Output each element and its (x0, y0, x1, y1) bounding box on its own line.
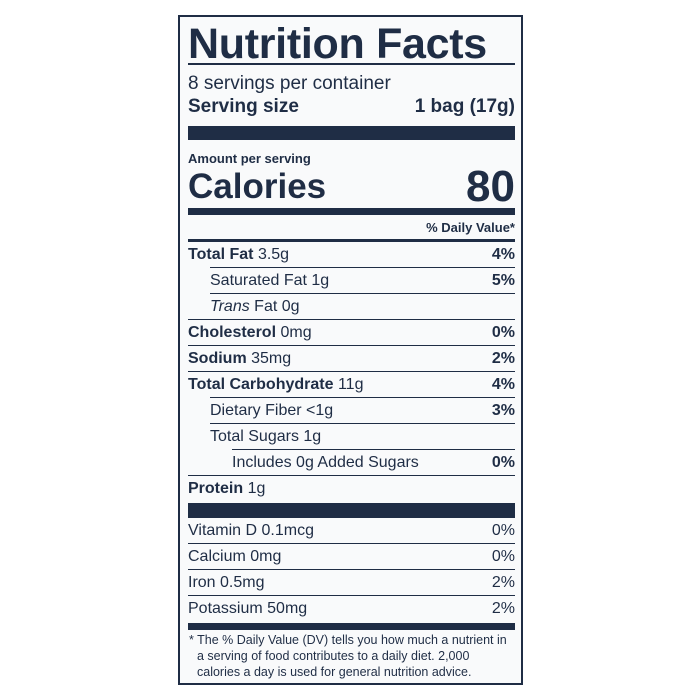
medium-divider (188, 208, 515, 215)
vitamin-row-potassium: Potassium 50mg 2% (188, 596, 515, 621)
nutrient-name: Trans (210, 297, 250, 315)
nutrient-name: Total Carbohydrate (188, 375, 334, 393)
medium-divider (188, 623, 515, 630)
nutrient-name: Total Fat (188, 245, 254, 263)
thick-divider (188, 503, 515, 518)
divider (188, 63, 515, 65)
calories-label: Calories (188, 167, 327, 206)
nutrient-amount: 0mg (280, 323, 312, 341)
nutrient-name: Includes 0g Added Sugars (232, 453, 419, 471)
nutrient-dv: 3% (491, 401, 515, 419)
nutrient-amount: 1g (247, 479, 266, 497)
nutrient-row-added-sugars: Includes 0g Added Sugars 0% (232, 449, 515, 475)
nutrient-dv: 2% (491, 349, 515, 367)
vitamin-rows: Vitamin D 0.1mcg 0% Calcium 0mg 0% Iron 0.… (188, 518, 515, 621)
footnote: * The % Daily Value (DV) tells you how m… (189, 633, 507, 679)
nutrient-name: Cholesterol (188, 323, 277, 341)
nutrient-dv: 0% (491, 323, 515, 341)
nutrient-amount: 3.5g (257, 245, 290, 263)
nutrient-amount: 1g (311, 271, 330, 289)
thick-divider (188, 126, 515, 140)
vitamin-name: Vitamin D 0.1mcg (188, 521, 314, 539)
nutrient-name: Total Sugars (210, 427, 299, 445)
calories: Calories 80 (188, 162, 515, 211)
nutrient-row-total-fat: Total Fat 3.5g 4% (188, 239, 515, 267)
nutrient-name: Dietary Fiber (210, 401, 302, 419)
nutrient-amount: 1g (303, 427, 322, 445)
nutrient-row-trans-fat: Trans Fat 0g (210, 293, 515, 319)
serving-size: Serving size 1 bag (17g) (188, 96, 515, 118)
nutrient-amount: 35mg (251, 349, 292, 367)
vitamin-row-calcium: Calcium 0mg 0% (188, 544, 515, 570)
nutrient-row-total-carbohydrate: Total Carbohydrate 11g 4% (188, 371, 515, 397)
daily-value-header: % Daily Value* (426, 220, 515, 235)
vitamin-dv: 2% (491, 573, 515, 591)
nutrient-name: Protein (188, 479, 244, 497)
nutrient-rows: Total Fat 3.5g 4% Saturated Fat 1g 5% Tr… (188, 239, 515, 501)
nutrient-dv: 4% (491, 245, 515, 263)
serving-size-value: 1 bag (17g) (414, 96, 515, 117)
nutrient-amount: 11g (337, 375, 364, 393)
nutrient-amount: 0g (281, 297, 300, 315)
calories-value: 80 (466, 162, 515, 211)
nutrient-row-sodium: Sodium 35mg 2% (188, 345, 515, 371)
nutrition-facts-label: Nutrition Facts 8 servings per container… (178, 15, 523, 685)
vitamin-dv: 2% (491, 599, 515, 617)
vitamin-dv: 0% (491, 521, 515, 539)
nutrient-row-dietary-fiber: Dietary Fiber <1g 3% (210, 397, 515, 423)
vitamin-row-vitamin-d: Vitamin D 0.1mcg 0% (188, 518, 515, 544)
nutrient-dv: 5% (491, 271, 515, 289)
nutrient-row-cholesterol: Cholesterol 0mg 0% (188, 319, 515, 345)
vitamin-name: Iron 0.5mg (188, 573, 265, 591)
vitamin-name: Potassium 50mg (188, 599, 308, 617)
nutrient-row-protein: Protein 1g (188, 475, 515, 501)
vitamin-name: Calcium 0mg (188, 547, 282, 565)
nutrient-row-saturated-fat: Saturated Fat 1g 5% (210, 267, 515, 293)
label-title: Nutrition Facts (188, 20, 487, 68)
nutrient-dv: 0% (491, 453, 515, 471)
amount-per-serving: Amount per serving (188, 151, 311, 166)
servings-per-container: 8 servings per container (188, 73, 391, 94)
nutrient-amount: <1g (306, 401, 334, 419)
nutrient-dv: 4% (491, 375, 515, 393)
serving-size-label: Serving size (188, 96, 299, 117)
nutrient-row-total-sugars: Total Sugars 1g (210, 423, 515, 449)
nutrient-name: Saturated Fat (210, 271, 307, 289)
vitamin-dv: 0% (491, 547, 515, 565)
nutrient-name-suffix: Fat (254, 297, 278, 315)
nutrient-name: Sodium (188, 349, 247, 367)
vitamin-row-iron: Iron 0.5mg 2% (188, 570, 515, 596)
